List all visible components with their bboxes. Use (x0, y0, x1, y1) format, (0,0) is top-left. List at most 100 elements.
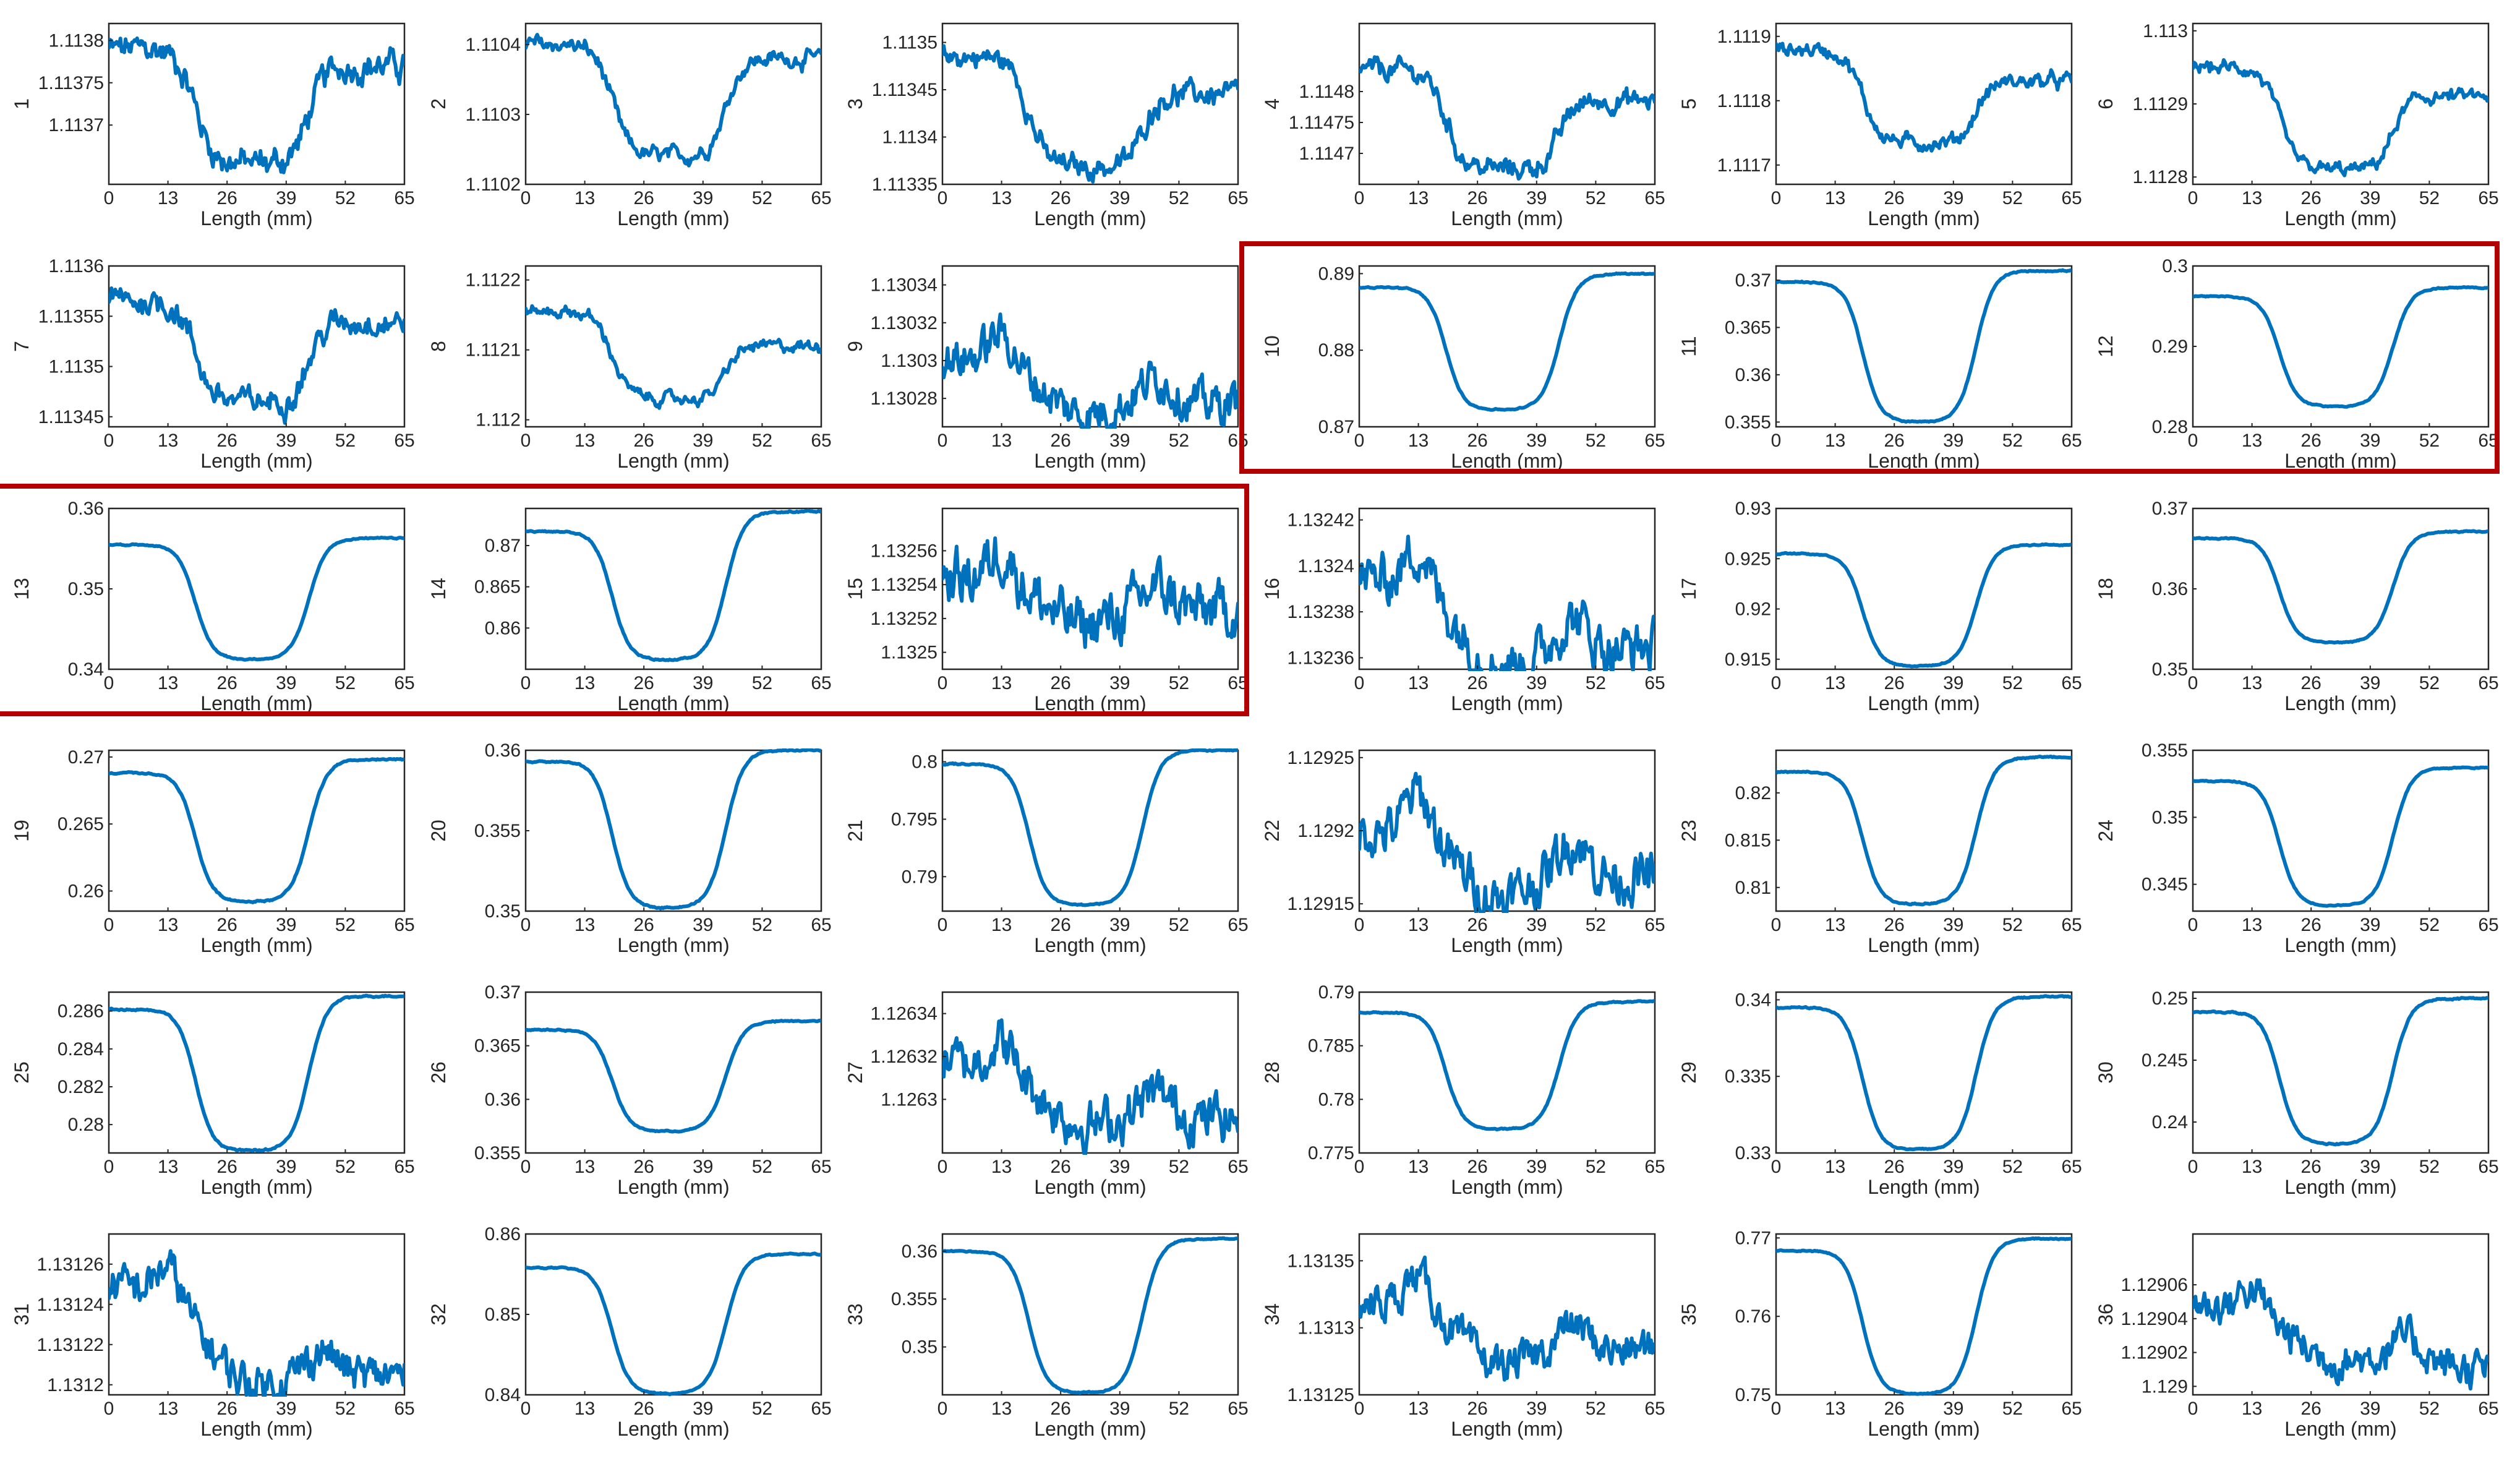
y-axis-label: 16 (1261, 578, 1283, 600)
x-tick-label: 52 (1586, 431, 1606, 451)
x-tick-label: 0 (2188, 1157, 2198, 1177)
y-tick-label: 1.11375 (38, 73, 104, 93)
x-tick-label: 65 (2478, 188, 2498, 208)
plot-frame (1775, 265, 2073, 428)
x-tick-label: 0 (521, 431, 531, 451)
x-tick-label: 65 (811, 431, 831, 451)
x-tick-label: 52 (2002, 915, 2023, 935)
subplot-4: 0 13 26 39 52 65 1.1147 1.11475 1.1148 Length (mm… (1261, 22, 1665, 229)
x-tick-label: 52 (1586, 1157, 1606, 1177)
x-tick-label: 52 (335, 188, 356, 208)
x-tick-label: 13 (991, 188, 1012, 208)
series-line (526, 1018, 821, 1134)
series-line (942, 748, 1238, 907)
x-tick-label: 52 (1169, 431, 1189, 451)
x-tick-label: 65 (2061, 1399, 2082, 1419)
y-tick-label: 0.795 (891, 809, 938, 829)
x-axis-label: Length (mm) (1868, 1418, 1980, 1440)
x-tick-label: 52 (2419, 915, 2440, 935)
y-tick-label: 0.35 (902, 1337, 938, 1358)
x-tick-label: 39 (1526, 915, 1547, 935)
y-axis-label: 1 (11, 98, 33, 109)
x-axis-label: Length (mm) (200, 934, 312, 956)
x-tick-label: 52 (752, 1157, 772, 1177)
x-tick-label: 13 (1825, 915, 1845, 935)
plot-frame (2192, 265, 2490, 428)
x-tick-label: 26 (1884, 1157, 1905, 1177)
y-tick-label: 0.282 (58, 1077, 104, 1097)
subplot-10: 0 13 26 39 52 65 0.87 0.88 0.89 Length (mm) 10 (1261, 263, 1665, 472)
series-line (526, 33, 821, 168)
y-tick-label: 0.36 (902, 1241, 938, 1262)
x-axis-label: Length (mm) (2284, 692, 2396, 714)
x-tick-label: 39 (1526, 1399, 1547, 1419)
x-tick-label: 52 (2002, 673, 2023, 693)
subplot-23: 0 13 26 39 52 65 0.81 0.815 0.82 Length (mm) 23 (1678, 749, 2082, 956)
x-tick-label: 39 (1109, 1157, 1130, 1177)
subplot-29: 0 13 26 39 52 65 0.33 0.335 0.34 Length (mm) 29 (1678, 990, 2082, 1198)
x-tick-label: 26 (1884, 188, 1905, 208)
x-tick-label: 0 (938, 1157, 948, 1177)
plot-frame (108, 749, 406, 912)
x-tick-label: 65 (1228, 1399, 1248, 1419)
y-tick-label: 0.86 (485, 618, 521, 638)
x-axis-label: Length (mm) (617, 450, 729, 472)
y-tick-label: 0.28 (68, 1115, 104, 1135)
x-axis-label: Length (mm) (2284, 934, 2396, 956)
y-tick-label: 0.355 (474, 1143, 521, 1163)
x-tick-label: 39 (693, 188, 713, 208)
x-tick-label: 13 (1408, 1157, 1429, 1177)
x-tick-label: 39 (2360, 431, 2380, 451)
y-tick-label: 1.112 (476, 410, 521, 431)
subplot-33: 0 13 26 39 52 65 0.35 0.355 0.36 Length (mm) 33 (844, 1233, 1249, 1440)
y-axis-label: 28 (1261, 1061, 1283, 1084)
plot-frame (2192, 1233, 2490, 1396)
subplot-24: 0 13 26 39 52 65 0.345 0.35 0.355 Length (mm) 24 (2095, 740, 2499, 956)
x-tick-label: 26 (217, 915, 237, 935)
y-tick-label: 0.87 (485, 536, 521, 556)
x-tick-label: 13 (1408, 431, 1429, 451)
x-axis-label: Length (mm) (617, 1176, 729, 1198)
y-tick-label: 0.27 (68, 747, 104, 768)
x-axis-label: Length (mm) (617, 692, 729, 714)
x-tick-label: 52 (752, 188, 772, 208)
y-tick-label: 1.13126 (37, 1254, 104, 1275)
y-tick-label: 0.37 (485, 982, 521, 1003)
x-tick-label: 13 (991, 673, 1012, 693)
x-axis-label: Length (mm) (1034, 934, 1146, 956)
x-axis-label: Length (mm) (1868, 207, 1980, 229)
x-tick-label: 0 (521, 915, 531, 935)
series-line (2193, 1278, 2488, 1390)
x-tick-label: 26 (2301, 188, 2321, 208)
y-tick-label: 0.355 (1725, 412, 1771, 432)
x-axis-label: Length (mm) (1034, 1176, 1146, 1198)
series-line (2193, 58, 2488, 178)
y-axis-label: 13 (11, 578, 33, 600)
x-tick-label: 39 (276, 431, 296, 451)
y-tick-label: 0.79 (1318, 982, 1354, 1003)
x-tick-label: 52 (335, 1157, 356, 1177)
x-tick-label: 13 (2242, 915, 2262, 935)
y-tick-label: 0.286 (58, 1001, 104, 1022)
y-tick-label: 1.1103 (465, 105, 521, 125)
subplot-3: 0 13 26 39 52 65 1.11335 1.1134 1.11345 1.1135 Len… (844, 22, 1249, 229)
x-tick-label: 13 (574, 1157, 595, 1177)
x-tick-label: 26 (1051, 1399, 1071, 1419)
x-tick-label: 0 (2188, 431, 2198, 451)
plot-frame (1775, 507, 2073, 671)
y-tick-label: 1.12925 (1288, 748, 1354, 768)
subplot-31: 0 13 26 39 52 65 1.1312 1.13122 1.13124 1.13126 Le… (11, 1233, 415, 1440)
subplot-17: 0 13 26 39 52 65 0.915 0.92 0.925 0.93 Length (mm)… (1678, 499, 2082, 714)
subplot-13: 0 13 26 39 52 65 0.34 0.35 0.36 Length (mm) 13 (11, 499, 415, 714)
y-tick-label: 1.1292 (1297, 821, 1354, 841)
y-tick-label: 1.13256 (871, 541, 938, 561)
x-tick-label: 26 (1467, 673, 1488, 693)
x-tick-label: 0 (1771, 1399, 1782, 1419)
subplot-25: 0 13 26 39 52 65 0.28 0.282 0.284 0.286 Length (mm… (11, 991, 415, 1198)
x-tick-label: 0 (1771, 431, 1782, 451)
x-tick-label: 26 (1051, 188, 1071, 208)
y-tick-label: 1.1118 (1717, 91, 1771, 111)
x-tick-label: 13 (1408, 188, 1429, 208)
x-tick-label: 26 (217, 1157, 237, 1177)
plot-frame (108, 507, 406, 671)
